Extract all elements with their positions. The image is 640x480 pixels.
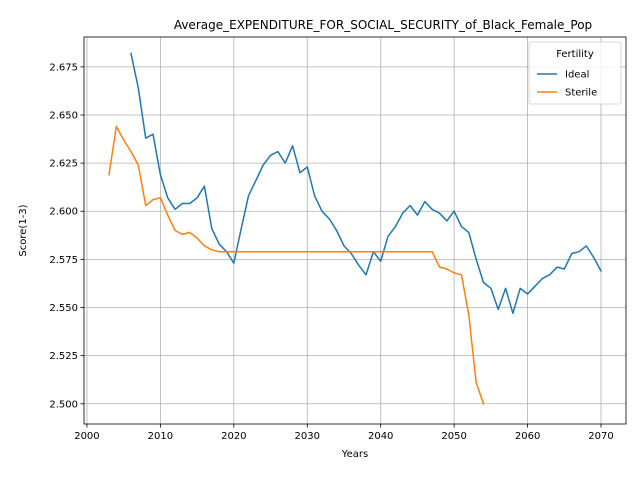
legend-label-ideal: Ideal (565, 70, 589, 81)
legend: Fertility Ideal Sterile (528, 41, 622, 105)
y-tick-label: 2.625 (49, 159, 78, 170)
legend-label-sterile: Sterile (565, 88, 597, 99)
chart-title: Average_EXPENDITURE_FOR_SOCIAL_SECURITY_… (174, 18, 592, 32)
y-tick-label: 2.525 (49, 351, 78, 362)
y-tick-label: 2.575 (49, 255, 78, 266)
y-tick-label: 2.600 (49, 207, 78, 218)
legend-box (528, 41, 622, 105)
plot-frame (83, 36, 627, 425)
y-tick-label: 2.500 (49, 399, 78, 410)
series-layer (108, 52, 603, 405)
x-tick-label: 2010 (148, 431, 173, 442)
x-tick-label: 2030 (295, 431, 320, 442)
series-line-sterile (108, 125, 485, 405)
x-tick-label: 2000 (74, 431, 99, 442)
y-tick-label: 2.550 (49, 303, 78, 314)
x-tick-label: 2020 (221, 431, 246, 442)
x-tick-label: 2060 (515, 431, 540, 442)
axis-ticks: 2000 2010 2020 2030 2040 2050 2060 2070 2.500 2.5… (49, 62, 613, 442)
legend-title: Fertility (556, 49, 594, 60)
x-tick-label: 2070 (588, 431, 613, 442)
x-axis-label: Years (341, 449, 368, 460)
y-tick-label: 2.675 (49, 62, 78, 73)
x-tick-label: 2050 (441, 431, 466, 442)
x-tick-label: 2040 (368, 431, 393, 442)
y-axis-label: Score(1-3) (18, 204, 29, 256)
y-tick-label: 2.650 (49, 110, 78, 121)
series-line-ideal (130, 52, 603, 315)
